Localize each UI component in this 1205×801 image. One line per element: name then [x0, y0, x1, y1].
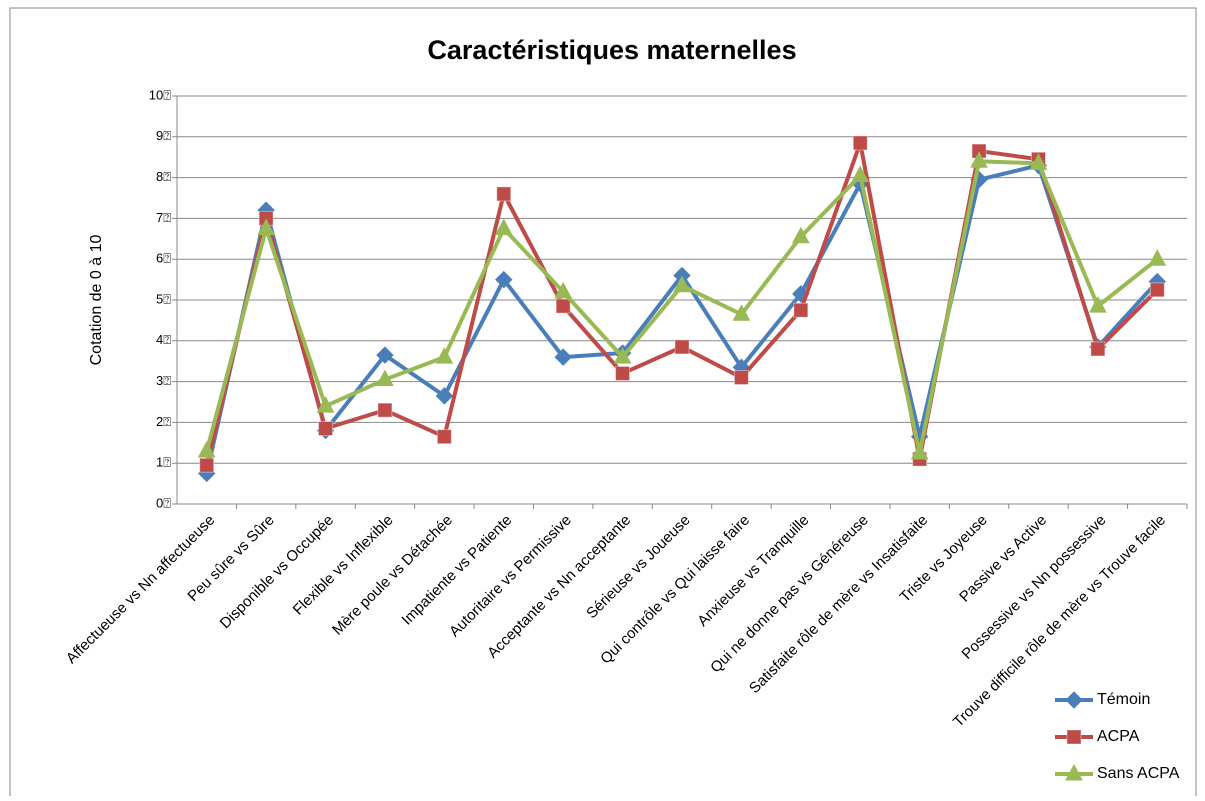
point: [555, 298, 571, 314]
series-line: [204, 159, 1159, 455]
point: [257, 218, 275, 236]
point: [1029, 153, 1048, 170]
y-axis-label: Cotation de 0 à 10: [88, 235, 105, 366]
point: [733, 370, 749, 386]
y-tick-label: 5⍰: [156, 291, 171, 306]
point: [495, 270, 513, 289]
y-tick-label: 8⍰: [156, 169, 171, 184]
point: [852, 135, 868, 151]
point: [199, 457, 215, 473]
legend-label: Sans ACPA: [1097, 765, 1180, 782]
point: [1090, 341, 1106, 357]
point: [554, 281, 573, 299]
y-tick-label: 4⍰: [156, 332, 171, 347]
x-tick-label: Disponible vs Occupée: [217, 512, 338, 633]
y-tick-label: 10⍰: [149, 87, 171, 102]
point: [496, 186, 512, 202]
point: [318, 421, 334, 437]
point: [791, 226, 810, 244]
series-line: [204, 163, 1159, 474]
y-tick-label: 0⍰: [156, 495, 171, 510]
point: [970, 151, 988, 168]
legend-label: Témoin: [1097, 691, 1150, 708]
point: [436, 429, 452, 445]
x-tick-label: Sérieuse vs Joueuse: [583, 512, 693, 622]
point: [910, 442, 929, 460]
point: [1148, 249, 1167, 266]
point: [435, 347, 454, 364]
series-line: [204, 140, 1159, 466]
point: [377, 402, 393, 418]
x-tick-label: Flexible vs Inflexible: [290, 512, 397, 619]
x-tick-label: Autoritaire vs Permissive: [446, 512, 575, 641]
point: [615, 365, 631, 381]
point: [376, 369, 394, 387]
point: [316, 396, 335, 413]
y-tick-label: 6⍰: [156, 251, 171, 266]
point: [494, 218, 513, 236]
legend-label: ACPA: [1097, 728, 1140, 745]
y-tick-label: 9⍰: [156, 128, 171, 143]
point: [851, 165, 870, 183]
y-tick-label: 7⍰: [156, 210, 171, 225]
chart-title: Caractéristiques maternelles: [427, 35, 796, 65]
point: [674, 339, 690, 355]
point: [1089, 296, 1107, 313]
legend-marker: [1065, 691, 1083, 709]
y-tick-label: 3⍰: [156, 373, 171, 388]
point: [376, 346, 394, 364]
x-tick-label: Anxieuse vs Tranquille: [694, 512, 812, 630]
point: [197, 440, 216, 458]
x-tick-label: Mère poule vs Détachée: [329, 512, 456, 639]
point: [732, 304, 751, 321]
point: [793, 302, 809, 318]
legend-marker: [1066, 729, 1082, 745]
point: [554, 348, 572, 366]
point: [1149, 282, 1165, 298]
y-tick-label: 1⍰: [156, 455, 171, 470]
point: [435, 387, 454, 405]
legend-marker: [1065, 763, 1083, 781]
x-tick-label: Impatiente vs Patiente: [398, 512, 515, 629]
chart-frame: [9, 7, 1197, 801]
point: [673, 275, 691, 293]
y-tick-label: 2⍰: [156, 414, 171, 429]
point: [613, 347, 632, 364]
